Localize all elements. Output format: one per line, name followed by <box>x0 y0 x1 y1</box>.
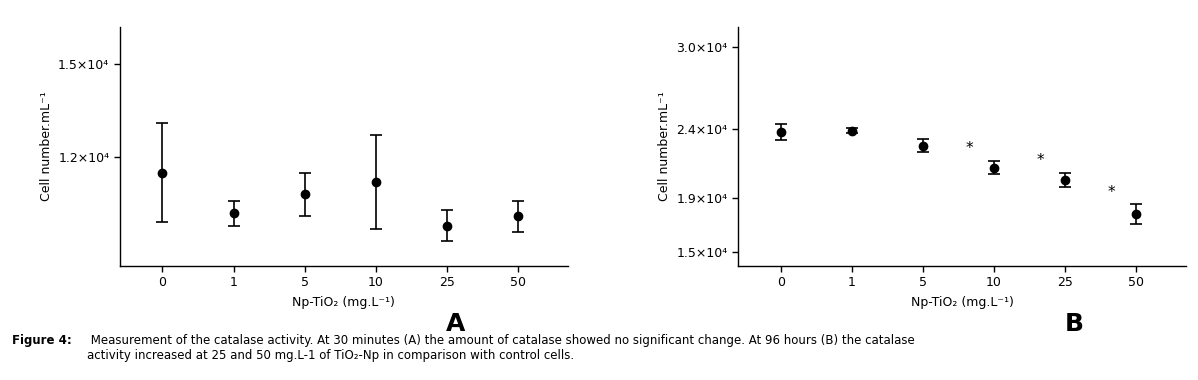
Text: *: * <box>1036 153 1045 168</box>
X-axis label: Np-TiO₂ (mg.L⁻¹): Np-TiO₂ (mg.L⁻¹) <box>910 296 1014 309</box>
Y-axis label: Cell number.mL⁻¹: Cell number.mL⁻¹ <box>658 92 671 201</box>
Text: B: B <box>1065 312 1083 336</box>
X-axis label: Np-TiO₂ (mg.L⁻¹): Np-TiO₂ (mg.L⁻¹) <box>292 296 395 309</box>
Text: Figure 4:: Figure 4: <box>12 334 72 347</box>
Y-axis label: Cell number.mL⁻¹: Cell number.mL⁻¹ <box>40 92 53 201</box>
Text: *: * <box>966 141 973 156</box>
Text: Measurement of the catalase activity. At 30 minutes (A) the amount of catalase s: Measurement of the catalase activity. At… <box>87 334 915 363</box>
Text: *: * <box>1107 185 1115 200</box>
Text: A: A <box>446 312 466 336</box>
